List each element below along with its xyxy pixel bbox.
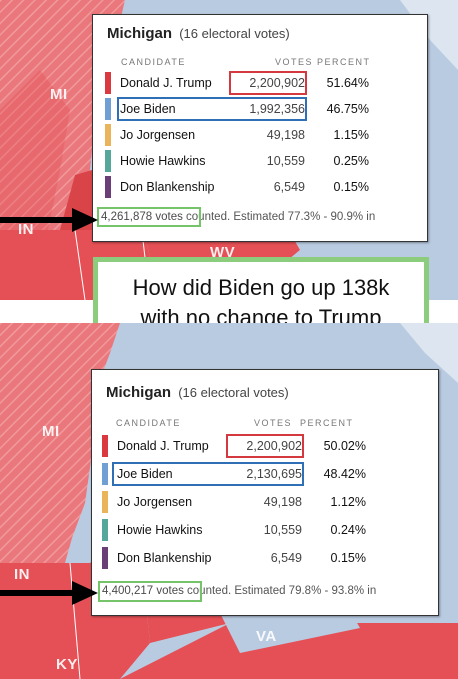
party-color-swatch <box>102 463 108 485</box>
candidate-name: Donald J. Trump <box>120 76 212 90</box>
table-row: Jo Jorgensen 49,198 1.12% <box>102 491 428 513</box>
state-name: Michigan <box>107 25 173 42</box>
candidate-percent: 51.64% <box>326 76 369 90</box>
electoral-votes: (16 electoral votes) <box>178 385 289 400</box>
candidate-votes: 6,549 <box>270 551 302 565</box>
candidate-percent: 0.25% <box>333 154 369 168</box>
arrow-icon <box>0 208 98 232</box>
column-header-percent: PERCENT <box>300 418 354 428</box>
party-color-swatch <box>105 98 111 120</box>
candidate-votes: 2,200,902 <box>246 439 302 453</box>
candidate-percent: 1.12% <box>330 495 366 509</box>
party-color-swatch <box>105 176 111 198</box>
state-label-va: VA <box>256 628 277 645</box>
votes-counted-line: 4,400,217 votes counted. Estimated 79.8%… <box>102 585 376 597</box>
table-row: Jo Jorgensen 49,198 1.15% <box>105 124 417 146</box>
candidate-name: Joe Biden <box>120 102 176 116</box>
state-label-wv: WV <box>210 244 236 261</box>
state-label-mi: MI <box>42 423 60 440</box>
state-name: Michigan <box>106 384 172 401</box>
candidate-percent: 1.15% <box>333 128 369 142</box>
results-card-top: Michigan (16 electoral votes) CANDIDATE … <box>92 14 428 242</box>
candidate-name: Howie Hawkins <box>117 523 203 537</box>
table-row: Joe Biden 1,992,356 46.75% <box>105 98 417 120</box>
party-color-swatch <box>102 491 108 513</box>
candidate-votes: 10,559 <box>266 154 305 168</box>
table-row: Don Blankenship 6,549 0.15% <box>102 547 428 569</box>
candidate-votes: 49,198 <box>266 128 305 142</box>
candidate-percent: 48.42% <box>323 467 366 481</box>
trump-votes-highlight <box>226 434 304 458</box>
candidate-votes: 1,992,356 <box>249 102 305 116</box>
candidate-name: Don Blankenship <box>120 180 215 194</box>
candidate-name: Howie Hawkins <box>120 154 206 168</box>
votes-counted-line: 4,261,878 votes counted. Estimated 77.3%… <box>101 211 375 223</box>
table-row: Joe Biden 2,130,695 48.42% <box>102 463 428 485</box>
total-votes-highlight <box>98 581 202 602</box>
counted-estimate: counted. Estimated 79.8% - 93.8% in <box>183 585 377 597</box>
table-row: Donald J. Trump 2,200,902 51.64% <box>105 72 417 94</box>
candidate-percent: 46.75% <box>326 102 369 116</box>
column-header-candidate: CANDIDATE <box>116 418 181 428</box>
candidate-votes: 49,198 <box>263 495 302 509</box>
card-title: Michigan (16 electoral votes) <box>107 25 290 42</box>
biden-row-highlight <box>112 462 304 486</box>
table-row: Donald J. Trump 2,200,902 50.02% <box>102 435 428 457</box>
party-color-swatch <box>105 150 111 172</box>
candidate-name: Jo Jorgensen <box>120 128 196 142</box>
column-header-candidate: CANDIDATE <box>121 57 186 67</box>
party-color-swatch <box>105 124 111 146</box>
candidate-name: Joe Biden <box>117 467 173 481</box>
column-header-votes: VOTES <box>254 418 293 428</box>
total-votes: 4,261,878 votes <box>101 211 183 223</box>
card-title: Michigan (16 electoral votes) <box>106 384 289 401</box>
table-row: Don Blankenship 6,549 0.15% <box>105 176 417 198</box>
party-color-swatch <box>102 435 108 457</box>
candidate-votes: 6,549 <box>273 180 305 194</box>
results-card-bottom: Michigan (16 electoral votes) CANDIDATE … <box>91 369 439 616</box>
candidate-percent: 0.15% <box>330 551 366 565</box>
callout-line-1: How did Biden go up 138k <box>132 275 390 300</box>
candidate-name: Jo Jorgensen <box>117 495 193 509</box>
candidate-name: Don Blankenship <box>117 551 212 565</box>
trump-votes-highlight <box>229 71 307 95</box>
table-row: Howie Hawkins 10,559 0.25% <box>105 150 417 172</box>
party-color-swatch <box>105 72 111 94</box>
column-header-votes: VOTES <box>275 57 314 67</box>
party-color-swatch <box>102 519 108 541</box>
state-label-ky: KY <box>56 656 78 673</box>
arrow-icon <box>0 581 98 605</box>
candidate-percent: 0.24% <box>330 523 366 537</box>
candidate-votes: 2,200,902 <box>249 76 305 90</box>
counted-estimate: counted. Estimated 77.3% - 90.9% in <box>182 211 376 223</box>
candidate-percent: 0.15% <box>333 180 369 194</box>
state-label-in: IN <box>18 221 34 238</box>
state-label-mi: MI <box>50 86 68 103</box>
column-header-percent: PERCENT <box>317 57 371 67</box>
total-votes: 4,400,217 votes <box>102 585 184 597</box>
party-color-swatch <box>102 547 108 569</box>
candidate-name: Donald J. Trump <box>117 439 209 453</box>
top-screenshot-panel: MI IN WV Michigan (16 electoral votes) C… <box>0 0 458 300</box>
biden-row-highlight <box>117 97 307 121</box>
candidate-percent: 50.02% <box>323 439 366 453</box>
candidate-votes: 10,559 <box>263 523 302 537</box>
table-row: Howie Hawkins 10,559 0.24% <box>102 519 428 541</box>
candidate-votes: 2,130,695 <box>246 467 302 481</box>
electoral-votes: (16 electoral votes) <box>179 26 290 41</box>
state-label-in: IN <box>14 566 30 583</box>
total-votes-highlight <box>97 207 201 227</box>
